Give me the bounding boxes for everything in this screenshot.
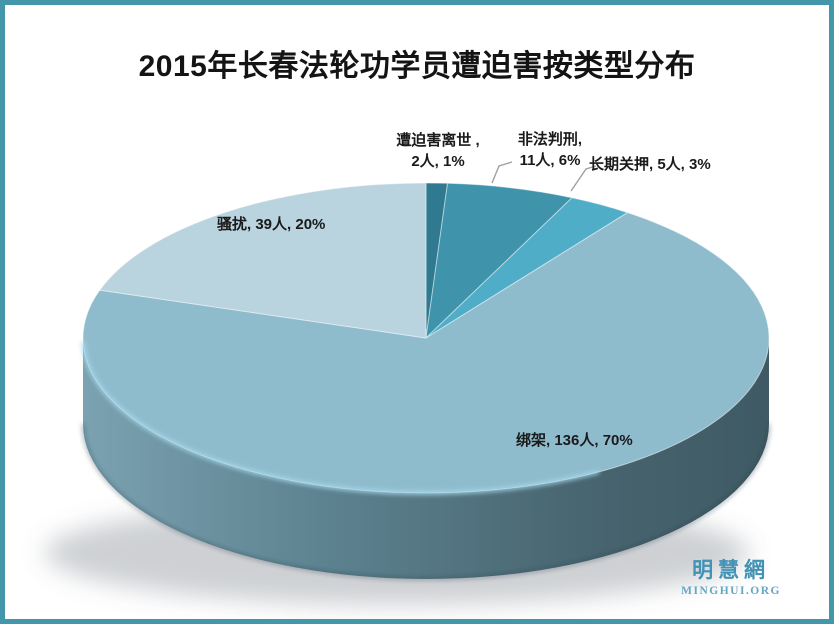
label-death-line1: 遭迫害离世 ,	[396, 132, 480, 149]
chart-title: 2015年长春法轮功学员遭迫害按类型分布	[138, 50, 696, 83]
minghui-logo-latin: MINGHUI.ORG	[681, 585, 781, 597]
label-detention: 长期关押, 5人, 3%	[589, 156, 711, 173]
label-death: 遭迫害离世 , 2人, 1%	[383, 130, 493, 172]
label-sentenced-line1: 非法判刑,	[517, 131, 583, 148]
label-sentenced-line2: 11人, 6%	[519, 152, 581, 169]
label-harassment: 骚扰, 39人, 20%	[217, 216, 326, 233]
minghui-logo-cjk: 明慧網	[692, 558, 771, 582]
pie-chart-3d	[45, 161, 771, 605]
label-kidnapping: 绑架, 136人, 70%	[516, 432, 633, 449]
label-death-line2: 2人, 1%	[411, 153, 465, 170]
minghui-logo: 明慧網 MINGHUI.ORG	[681, 554, 781, 597]
label-sentenced: 非法判刑, 11人, 6%	[508, 129, 592, 171]
